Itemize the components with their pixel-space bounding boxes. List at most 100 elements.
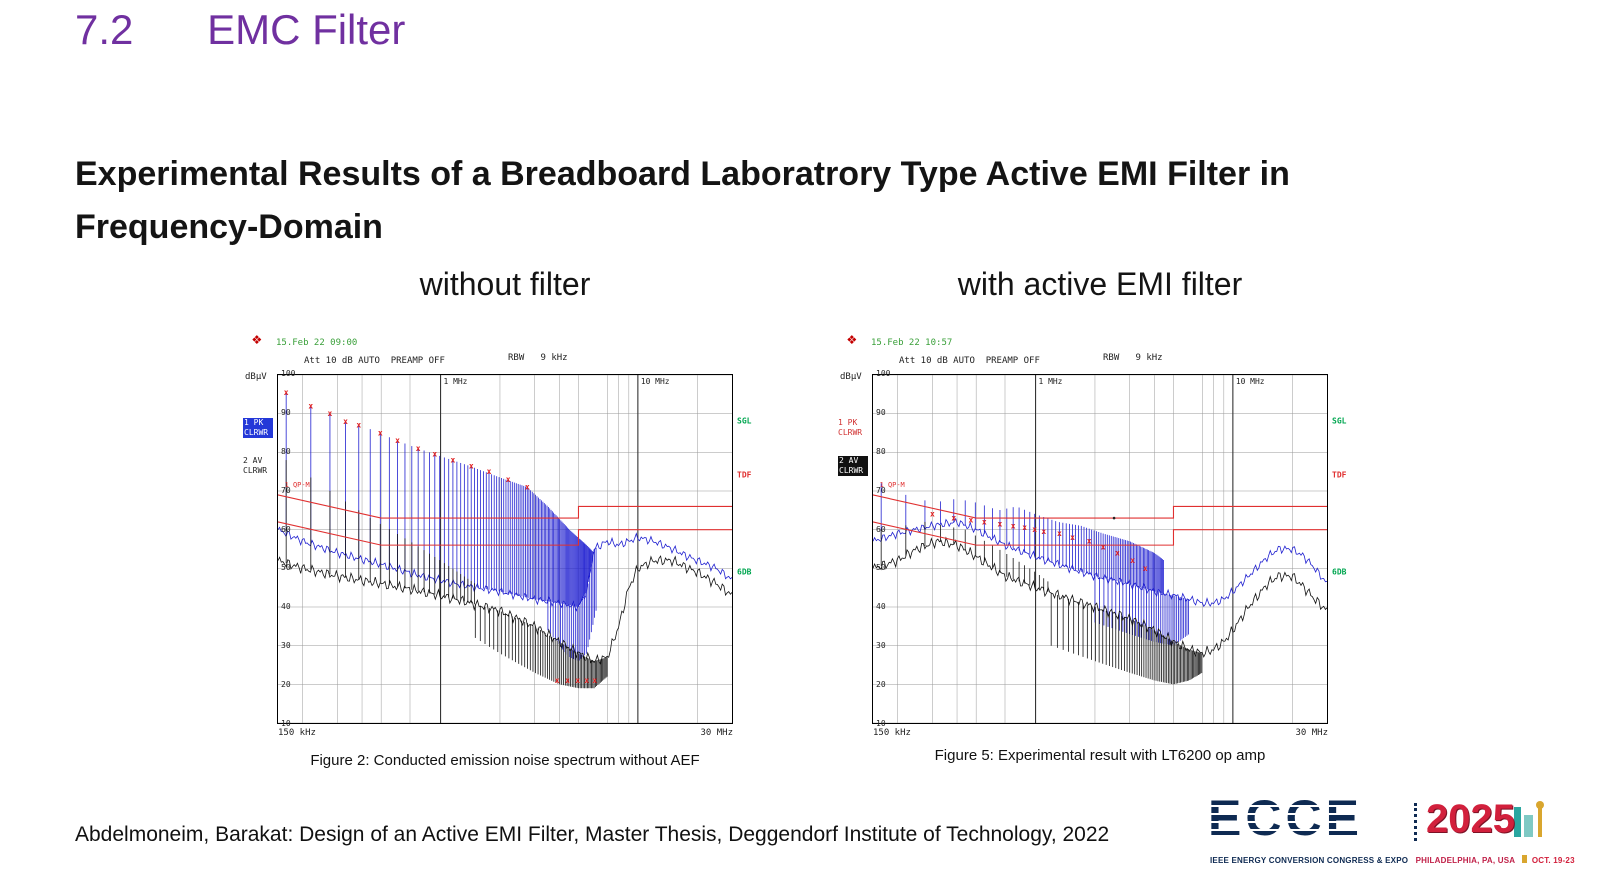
peak-marker-x: x <box>356 421 361 430</box>
peak-marker-x: x <box>951 514 956 523</box>
plot-area: 1 MHz 10 MHz x x x x x x x x x x x x x x x x x x x 1 QP-M <box>277 374 733 724</box>
trace2-label: 2 AV CLRWR <box>243 456 277 476</box>
peak-marker-x: x <box>1032 525 1037 534</box>
peak-marker-x: x <box>575 676 580 685</box>
peak-marker-x: x <box>1022 523 1027 532</box>
peak-marker-x: x <box>565 676 570 685</box>
section-title: 7.2 EMC Filter <box>75 6 405 54</box>
attenuation-readout: Att 10 dB AUTO PREAMP OFF <box>304 356 445 366</box>
marker-readout-label: 1 QP-M <box>880 481 905 489</box>
trace1-label: 1 PK CLRWR <box>838 418 872 438</box>
x-axis-start-label: 150 kHz <box>278 728 316 738</box>
tagline-location: PHILADELPHIA, PA, USA <box>1415 856 1515 865</box>
peak-trace <box>873 517 1327 608</box>
logo-tagline: IEEE ENERGY CONVERSION CONGRESS & EXPO P… <box>1210 855 1575 865</box>
statue-shape <box>1538 807 1542 837</box>
section-number: 7.2 <box>75 6 134 53</box>
figure-caption-right: Figure 5: Experimental result with LT620… <box>934 747 1266 764</box>
measurement-date: 15.Feb 22 09:00 <box>276 338 358 348</box>
peak-marker-x: x <box>506 475 511 484</box>
average-trace <box>873 536 1327 658</box>
logo-divider <box>1414 803 1417 841</box>
peak-marker-x: x <box>487 467 492 476</box>
peak-marker-x: x <box>1070 533 1075 542</box>
peak-marker-x: x <box>432 450 437 459</box>
rohde-schwarz-logo-icon: ❖ <box>847 329 857 348</box>
peak-marker-x: x <box>451 456 456 465</box>
marker-readout-label: 1 QP-M <box>285 481 310 489</box>
trace2-line1: 2 AV <box>839 456 859 465</box>
peak-marker-x: x <box>343 417 348 426</box>
logo-stripe <box>1208 829 1404 831</box>
y-unit-label: dBµV <box>245 372 267 382</box>
plot-area: 1 MHz 10 MHz x x x x x x x x x x x x x x x x 1 QP-M <box>872 374 1328 724</box>
statue-head-shape <box>1536 801 1544 809</box>
emc-limit-line <box>278 494 732 519</box>
trace2-label: 2 AV CLRWR <box>838 456 868 476</box>
building-shape <box>1524 815 1533 837</box>
trace2-line2: CLRWR <box>839 466 864 475</box>
trace2-line1: 2 AV <box>243 456 263 465</box>
peak-marker-x: x <box>1087 537 1092 546</box>
peak-trace <box>278 526 732 612</box>
peak-marker-x: x <box>968 515 973 524</box>
ecce-wordmark: ECCE <box>1208 790 1363 846</box>
status-label-sgl: SGL <box>1332 416 1347 426</box>
peak-marker-x: x <box>1101 543 1106 552</box>
figure-caption-left: Figure 2: Conducted emission noise spect… <box>310 752 700 769</box>
peak-marker-x: x <box>469 461 474 470</box>
section-name: EMC Filter <box>207 6 406 53</box>
column-label-with-filter: with active EMI filter <box>957 266 1243 302</box>
column-label-without-filter: without filter <box>419 266 591 302</box>
status-labels: SGL TDF 6DB <box>737 374 777 724</box>
emc-limit-line <box>873 494 1327 519</box>
tagline-dates: OCT. 19-23 <box>1531 856 1575 865</box>
peak-marker-x: x <box>930 510 935 519</box>
torch-icon <box>1522 855 1528 863</box>
peak-marker-x: x <box>584 676 589 685</box>
logo-stripe <box>1208 805 1404 807</box>
emc-limit-line <box>278 521 732 546</box>
spectrum-analyzer-screenshot-left: ❖ 15.Feb 22 09:00 RBW 9 kHz MT 1 s Att 1… <box>240 330 780 745</box>
peak-marker-x: x <box>998 519 1003 528</box>
freq-gridline-label: 10 MHz <box>1236 377 1265 386</box>
spectrum-analyzer-screenshot-right: ❖ 15.Feb 22 10:57 RBW 9 kHz MT 1 s Att 1… <box>835 330 1375 745</box>
trace1-line2: CLRWR <box>244 428 269 437</box>
logo-stripe <box>1208 813 1404 815</box>
building-shape <box>1514 807 1521 837</box>
status-labels: SGL TDF 6DB <box>1332 374 1372 724</box>
measurement-date: 15.Feb 22 10:57 <box>871 338 953 348</box>
status-label-6db: 6DB <box>737 567 752 577</box>
peak-marker-x: x <box>328 409 333 418</box>
emc-limit-line <box>873 521 1327 546</box>
freq-gridline-label: 10 MHz <box>641 377 670 386</box>
freq-gridline-label: 1 MHz <box>444 377 468 386</box>
citation: Abdelmoneim, Barakat: Design of an Activ… <box>75 823 1110 846</box>
logo-year: 2025 <box>1426 797 1515 841</box>
logo-stripe <box>1208 821 1404 823</box>
rohde-schwarz-logo-icon: ❖ <box>252 329 262 348</box>
ecce-logo: ECCE 2025 IEEE ENERGY CONVERSION CONGRES… <box>1208 793 1575 872</box>
trace1-line1: 1 PK <box>244 418 264 427</box>
peak-marker-x: x <box>1115 548 1120 557</box>
marker-dot <box>1112 516 1116 520</box>
peak-marker-x: x <box>308 401 313 410</box>
rbw-line: RBW 9 kHz <box>508 353 568 363</box>
status-label-tdf: TDF <box>737 470 752 480</box>
peak-marker-x: x <box>555 676 560 685</box>
peak-marker-x: x <box>1041 527 1046 536</box>
peak-marker-x: x <box>525 483 530 492</box>
peak-marker-x: x <box>982 517 987 526</box>
x-axis-end-label: 30 MHz <box>1295 728 1328 738</box>
city-skyline-graphic <box>1430 801 1550 841</box>
peak-marker-x: x <box>416 444 421 453</box>
peak-marker-x: x <box>1130 556 1135 565</box>
trace1-line2: CLRWR <box>838 428 863 437</box>
peak-marker-x: x <box>1057 529 1062 538</box>
peak-marker-x: x <box>1011 521 1016 530</box>
x-axis-end-label: 30 MHz <box>700 728 733 738</box>
status-label-6db: 6DB <box>1332 567 1347 577</box>
status-label-sgl: SGL <box>737 416 752 426</box>
